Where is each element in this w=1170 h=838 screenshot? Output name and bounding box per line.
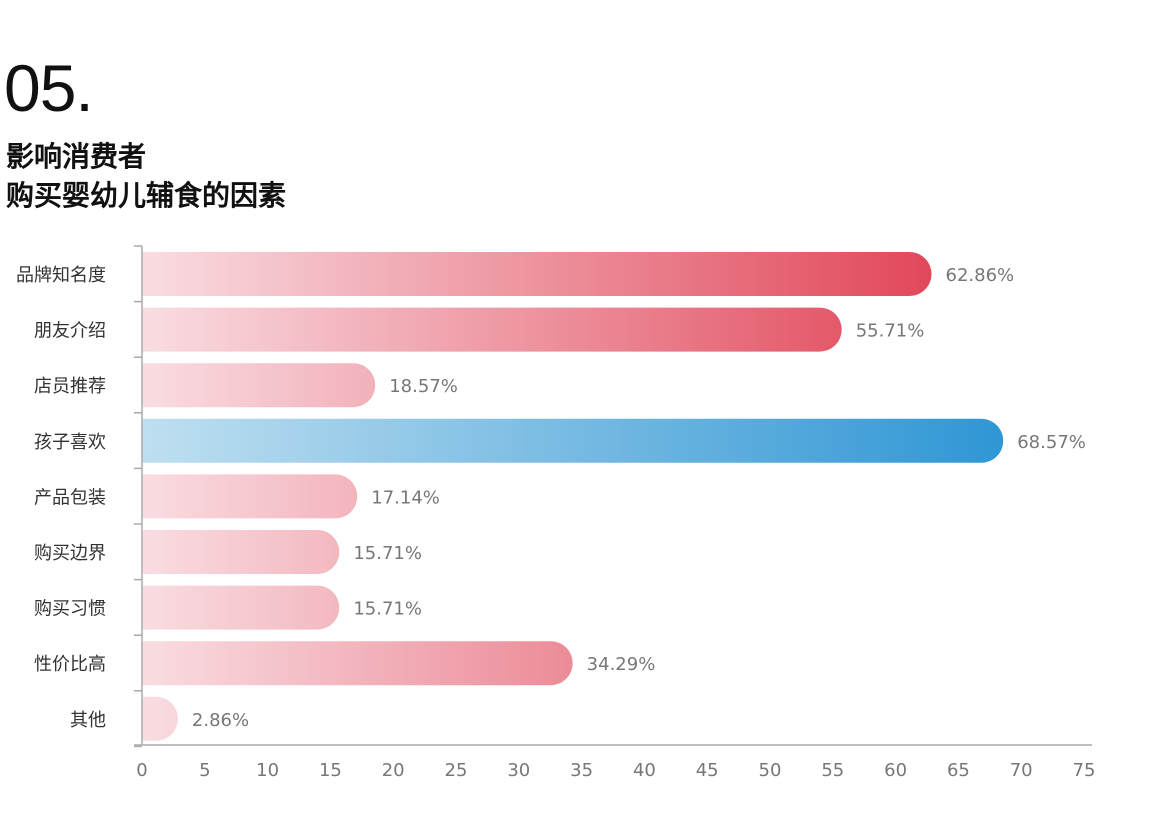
x-tick-label-45: 45 [696,760,719,781]
bars-layer [142,252,1004,741]
x-tick-label-15: 15 [319,760,342,781]
value-label-3: 18.57% [389,376,458,397]
x-tick-label-40: 40 [633,760,656,781]
category-label-1: 品牌知名度 [16,265,106,286]
x-tick-label-5: 5 [199,760,210,781]
chart-title-line-1: 影响消费者 [6,140,147,173]
x-tick-label-20: 20 [382,760,405,781]
bar-8 [142,641,573,686]
axis-layer [134,245,1092,748]
category-label-7: 购买习惯 [34,599,106,620]
category-label-3: 店员推荐 [34,376,106,397]
x-tick-label-30: 30 [507,760,530,781]
value-label-9: 2.86% [192,710,249,731]
labels-layer: 品牌知名度 62.86% 朋友介绍 55.71% 店员推荐 18.57% 孩子喜欢 68.57… [16,265,1095,781]
x-tick-label-55: 55 [821,760,844,781]
value-label-1: 62.86% [946,265,1015,286]
x-tick-label-50: 50 [759,760,782,781]
x-tick-label-70: 70 [1010,760,1033,781]
x-tick-label-75: 75 [1073,760,1096,781]
x-tick-label-0: 0 [136,760,147,781]
value-label-2: 55.71% [856,321,925,342]
category-label-4: 孩子喜欢 [34,432,106,453]
category-label-8: 性价比高 [34,654,106,675]
value-label-7: 15.71% [353,599,422,620]
bar-7 [142,585,340,630]
x-tick-label-65: 65 [947,760,970,781]
category-label-5: 产品包装 [34,487,106,508]
bar-9 [142,696,178,741]
x-tick-label-60: 60 [884,760,907,781]
x-tick-label-25: 25 [445,760,468,781]
bar-3 [142,363,376,408]
chart-title-line-2: 购买婴幼儿辅食的因素 [6,179,287,212]
bar-6 [142,530,340,574]
section-number: 05. [4,51,94,125]
value-label-4: 68.57% [1017,432,1086,453]
value-label-5: 17.14% [371,487,440,508]
bar-4 [142,418,1004,463]
category-label-9: 其他 [70,710,106,731]
bar-2 [142,307,842,352]
category-label-6: 购买边界 [34,543,106,564]
x-tick-label-35: 35 [570,760,593,781]
value-label-8: 34.29% [587,654,656,675]
bar-5 [142,474,358,519]
x-tick-label-10: 10 [256,760,279,781]
value-label-6: 15.71% [353,543,422,564]
bar-1 [142,252,932,296]
category-label-2: 朋友介绍 [34,321,106,342]
